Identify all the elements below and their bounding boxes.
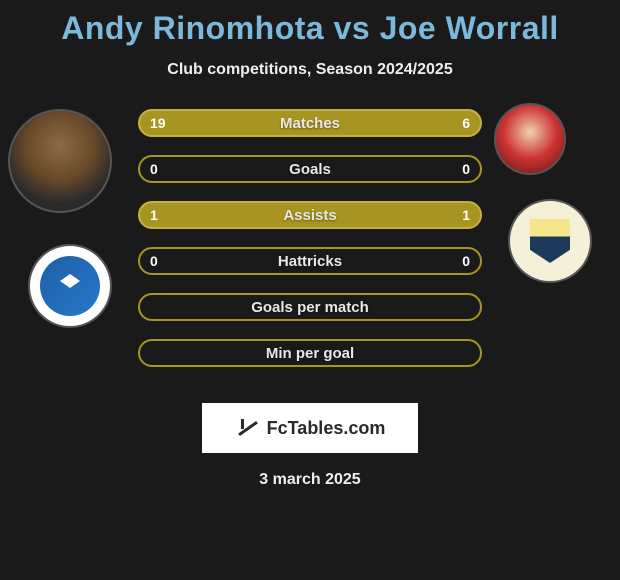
stat-right-value: 0 <box>462 253 470 269</box>
page-title: Andy Rinomhota vs Joe Worrall <box>0 0 620 47</box>
stat-label: Assists <box>283 207 336 224</box>
stat-right-value: 1 <box>462 207 470 223</box>
right-player-avatar <box>494 103 566 175</box>
subtitle-text: Club competitions, Season 2024/2025 <box>0 61 620 79</box>
stat-left-value: 0 <box>150 253 158 269</box>
left-club-badge <box>28 244 112 328</box>
stat-right-value: 6 <box>462 115 470 131</box>
brand-box: FcTables.com <box>202 403 418 453</box>
burnley-badge-icon <box>522 213 578 269</box>
stat-label: Matches <box>280 115 340 132</box>
stat-row-hattricks: 0 Hattricks 0 <box>138 247 482 275</box>
fctables-logo-icon <box>235 415 261 441</box>
stat-row-min-per-goal: Min per goal <box>138 339 482 367</box>
stat-label: Goals per match <box>251 299 369 316</box>
comparison-area: 19 Matches 6 0 Goals 0 1 Assists 1 0 Hat… <box>0 99 620 399</box>
cardiff-badge-icon <box>40 256 100 316</box>
stat-label: Goals <box>289 161 331 178</box>
stat-row-goals-per-match: Goals per match <box>138 293 482 321</box>
brand-text: FcTables.com <box>267 418 386 439</box>
stat-row-assists: 1 Assists 1 <box>138 201 482 229</box>
stat-row-matches: 19 Matches 6 <box>138 109 482 137</box>
stat-label: Min per goal <box>266 345 354 362</box>
stat-label: Hattricks <box>278 253 342 270</box>
right-club-badge <box>508 199 592 283</box>
stats-container: 19 Matches 6 0 Goals 0 1 Assists 1 0 Hat… <box>138 109 482 385</box>
left-player-avatar <box>8 109 112 213</box>
stat-left-value: 1 <box>150 207 158 223</box>
stat-left-value: 19 <box>150 115 166 131</box>
stat-right-value: 0 <box>462 161 470 177</box>
stat-left-value: 0 <box>150 161 158 177</box>
stat-row-goals: 0 Goals 0 <box>138 155 482 183</box>
date-text: 3 march 2025 <box>0 471 620 489</box>
